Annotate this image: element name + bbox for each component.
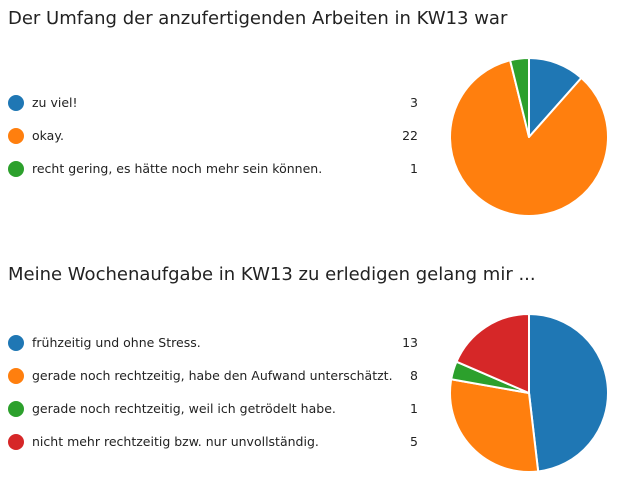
chart-title: Der Umfang der anzufertigenden Arbeiten …: [8, 8, 508, 29]
pie-slice: [455, 313, 530, 394]
legend-count: 8: [410, 368, 418, 383]
legend-label: gerade noch rechtzeitig, habe den Aufwan…: [32, 368, 393, 383]
legend-marker: [8, 434, 24, 450]
legend-item-zu-viel: zu viel! 3: [8, 94, 418, 114]
legend-marker: [8, 401, 24, 417]
legend-item-getroedelt: gerade noch rechtzeitig, weil ich getröd…: [8, 400, 418, 420]
legend-count: 1: [410, 161, 418, 176]
legend-item-aufwand-unterschaetzt: gerade noch rechtzeitig, habe den Aufwan…: [8, 367, 418, 387]
legend-count: 1: [410, 401, 418, 416]
legend-marker: [8, 95, 24, 111]
legend-label: nicht mehr rechtzeitig bzw. nur unvollst…: [32, 434, 319, 449]
chart-umfang: Der Umfang der anzufertigenden Arbeiten …: [0, 8, 620, 238]
legend-marker: [8, 335, 24, 351]
pie-slice: [528, 313, 609, 473]
pie-slice: [449, 378, 540, 473]
legend-count: 3: [410, 95, 418, 110]
legend-marker: [8, 128, 24, 144]
legend-label: zu viel!: [32, 95, 78, 110]
pie-chart: [449, 57, 609, 217]
legend-count: 22: [402, 128, 418, 143]
legend-label: frühzeitig und ohne Stress.: [32, 335, 201, 350]
legend-item-recht-gering: recht gering, es hätte noch mehr sein kö…: [8, 160, 418, 180]
chart-title: Meine Wochenaufgabe in KW13 zu erledigen…: [8, 264, 536, 285]
legend-count: 13: [402, 335, 418, 350]
legend-marker: [8, 161, 24, 177]
legend-count: 5: [410, 434, 418, 449]
legend-label: recht gering, es hätte noch mehr sein kö…: [32, 161, 323, 176]
chart-wochenaufgabe: Meine Wochenaufgabe in KW13 zu erledigen…: [0, 264, 620, 478]
legend-item-okay: okay. 22: [8, 127, 418, 147]
pie-chart: [449, 313, 609, 473]
legend-item-fruehzeitig: frühzeitig und ohne Stress. 13: [8, 334, 418, 354]
pie-slice: [449, 59, 609, 217]
legend-label: okay.: [32, 128, 64, 143]
legend-label: gerade noch rechtzeitig, weil ich getröd…: [32, 401, 336, 416]
legend-marker: [8, 368, 24, 384]
pie-slice: [509, 57, 530, 138]
legend-item-nicht-rechtzeitig: nicht mehr rechtzeitig bzw. nur unvollst…: [8, 433, 418, 453]
